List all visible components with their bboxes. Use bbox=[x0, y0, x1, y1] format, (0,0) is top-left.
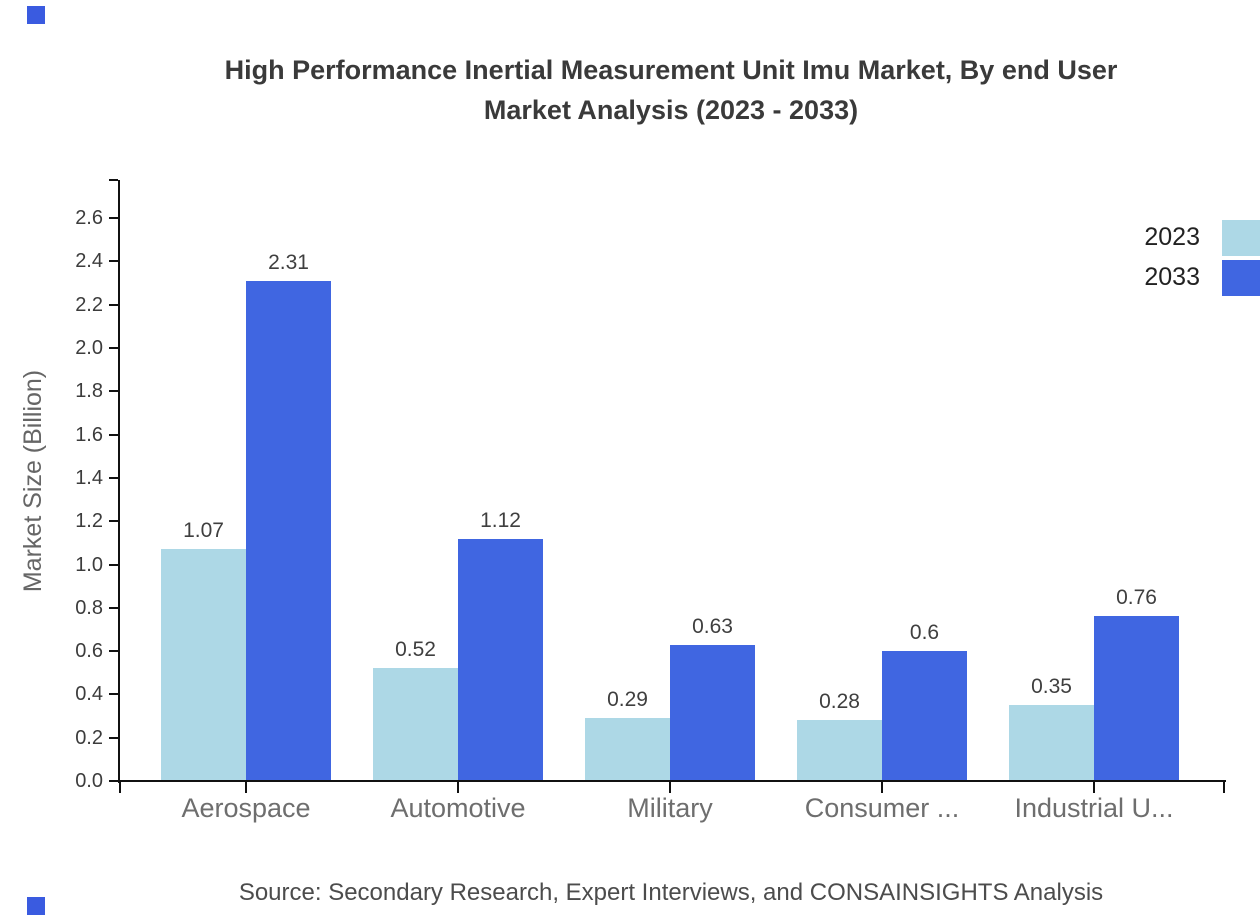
value-label-2023-industrial-u: 0.35 bbox=[1031, 675, 1072, 699]
y-tick-label: 0.6 bbox=[75, 640, 103, 663]
bar-2023-military bbox=[585, 718, 670, 781]
legend-swatch-2033 bbox=[1222, 260, 1260, 296]
legend-swatch-2023 bbox=[1222, 220, 1260, 256]
chart-title-line-1: High Performance Inertial Measurement Un… bbox=[224, 55, 1118, 85]
y-tick-label: 2.6 bbox=[75, 207, 103, 230]
x-category-label-military: Military bbox=[627, 793, 713, 823]
y-tick-mark bbox=[109, 736, 118, 739]
x-axis-line bbox=[118, 780, 1226, 782]
value-label-2033-aerospace: 2.31 bbox=[268, 250, 309, 274]
bar-2023-consumer bbox=[797, 720, 882, 781]
x-tick-mark bbox=[457, 781, 459, 793]
y-tick-mark bbox=[109, 260, 118, 263]
legend-label-2023: 2023 bbox=[1144, 223, 1200, 251]
y-tick-label: 0.2 bbox=[75, 726, 103, 749]
y-tick-label: 2.2 bbox=[75, 293, 103, 316]
y-axis-line bbox=[118, 180, 120, 783]
value-label-2023-military: 0.29 bbox=[607, 688, 648, 712]
x-tick-mark bbox=[669, 781, 671, 793]
y-tick-mark bbox=[109, 347, 118, 349]
y-tick-mark bbox=[109, 390, 118, 393]
value-label-2033-consumer: 0.6 bbox=[909, 621, 940, 645]
bar-2023-automotive bbox=[373, 668, 458, 781]
value-label-2033-industrial-u: 0.76 bbox=[1116, 586, 1157, 610]
x-tick-mark bbox=[245, 781, 247, 793]
bar-2033-automotive bbox=[458, 538, 543, 781]
bar-2023-aerospace bbox=[161, 549, 246, 781]
legend-label-2033: 2033 bbox=[1144, 263, 1200, 291]
x-category-label-automotive: Automotive bbox=[390, 793, 526, 823]
y-tick-label: 1.2 bbox=[75, 510, 103, 533]
y-tick-label: 2.0 bbox=[75, 337, 103, 359]
y-axis-end-tick bbox=[109, 179, 118, 181]
y-tick-label: 1.8 bbox=[75, 380, 103, 403]
x-tick-mark bbox=[119, 781, 121, 793]
x-tick-mark bbox=[1223, 781, 1225, 793]
y-tick-mark bbox=[109, 520, 118, 523]
x-category-label-industrial-u: Industrial U... bbox=[1014, 793, 1174, 823]
corner-mark-top-left bbox=[27, 6, 45, 24]
x-tick-mark bbox=[1093, 781, 1095, 793]
chart-title: High Performance Inertial Measurement Un… bbox=[82, 50, 1260, 130]
bar-2033-industrial-u bbox=[1094, 616, 1179, 781]
value-label-2023-automotive: 0.52 bbox=[395, 638, 436, 662]
y-tick-mark bbox=[109, 693, 118, 696]
y-tick-mark bbox=[109, 217, 118, 220]
value-label-2033-automotive: 1.12 bbox=[480, 508, 521, 532]
y-tick-mark bbox=[109, 433, 118, 436]
chart-title-line-2: Market Analysis (2023 - 2033) bbox=[483, 95, 859, 125]
y-tick-mark bbox=[109, 476, 118, 479]
y-tick-label: 0.4 bbox=[75, 683, 103, 706]
value-label-2023-consumer: 0.28 bbox=[819, 690, 860, 714]
y-tick-label: 0.0 bbox=[75, 770, 103, 792]
y-tick-label: 1.6 bbox=[75, 423, 103, 446]
y-tick-mark bbox=[109, 563, 118, 566]
x-category-label-aerospace: Aerospace bbox=[181, 793, 311, 823]
value-label-2023-aerospace: 1.07 bbox=[183, 519, 224, 543]
y-tick-mark bbox=[109, 303, 118, 306]
y-tick-label: 1.4 bbox=[75, 466, 103, 489]
source-attribution: Source: Secondary Research, Expert Inter… bbox=[238, 879, 1104, 906]
bar-2033-military bbox=[670, 644, 755, 781]
y-tick-mark bbox=[109, 606, 118, 609]
bar-2033-consumer bbox=[882, 651, 967, 781]
x-category-label-consumer: Consumer ... bbox=[804, 793, 960, 823]
y-tick-label: 0.8 bbox=[75, 596, 103, 619]
y-tick-mark bbox=[109, 780, 118, 782]
value-label-2033-military: 0.63 bbox=[692, 614, 733, 638]
y-tick-label: 2.4 bbox=[75, 250, 103, 273]
corner-mark-bottom-left bbox=[27, 897, 45, 915]
x-tick-mark bbox=[881, 781, 883, 793]
y-tick-mark bbox=[109, 650, 118, 653]
bar-2023-industrial-u bbox=[1009, 705, 1094, 781]
y-tick-label: 1.0 bbox=[75, 553, 103, 576]
bar-2033-aerospace bbox=[246, 280, 331, 781]
